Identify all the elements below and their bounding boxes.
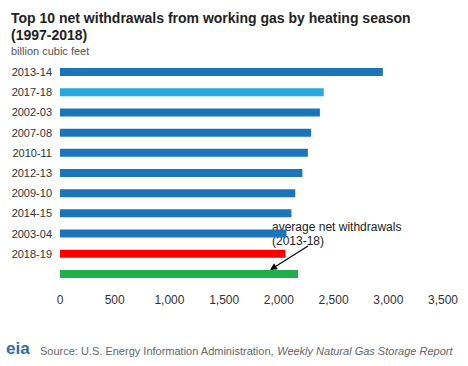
svg-text:eia: eia	[6, 339, 30, 358]
svg-text:2012-13: 2012-13	[12, 167, 52, 179]
svg-text:0: 0	[57, 293, 64, 307]
svg-text:1,500: 1,500	[209, 293, 239, 307]
svg-text:3,000: 3,000	[373, 293, 403, 307]
svg-text:(2013-18): (2013-18)	[272, 233, 324, 248]
svg-text:2018-19: 2018-19	[12, 248, 52, 260]
svg-text:2002-03: 2002-03	[12, 106, 52, 118]
svg-text:2010-11: 2010-11	[12, 147, 52, 159]
svg-text:Weekly Natural Gas Storage Rep: Weekly Natural Gas Storage Report	[277, 345, 453, 357]
svg-text:2,500: 2,500	[319, 293, 349, 307]
svg-text:2,000: 2,000	[264, 293, 294, 307]
svg-text:Source: U.S. Energy Informatio: Source: U.S. Energy Information Administ…	[40, 345, 277, 357]
svg-text:500: 500	[105, 293, 125, 307]
svg-text:2017-18: 2017-18	[12, 86, 52, 98]
svg-text:billion cubic feet: billion cubic feet	[11, 45, 89, 57]
svg-text:2009-10: 2009-10	[12, 187, 52, 199]
svg-text:3,500: 3,500	[428, 293, 458, 307]
svg-text:Top 10 net withdrawals from wo: Top 10 net withdrawals from working gas …	[11, 10, 411, 26]
svg-text:1,000: 1,000	[154, 293, 184, 307]
svg-text:(1997-2018): (1997-2018)	[11, 27, 87, 43]
svg-text:2013-14: 2013-14	[12, 66, 52, 78]
svg-text:average net withdrawals: average net withdrawals	[272, 220, 401, 234]
svg-text:2007-08: 2007-08	[12, 127, 52, 139]
svg-text:2014-15: 2014-15	[12, 207, 52, 219]
svg-text:2003-04: 2003-04	[12, 228, 52, 240]
